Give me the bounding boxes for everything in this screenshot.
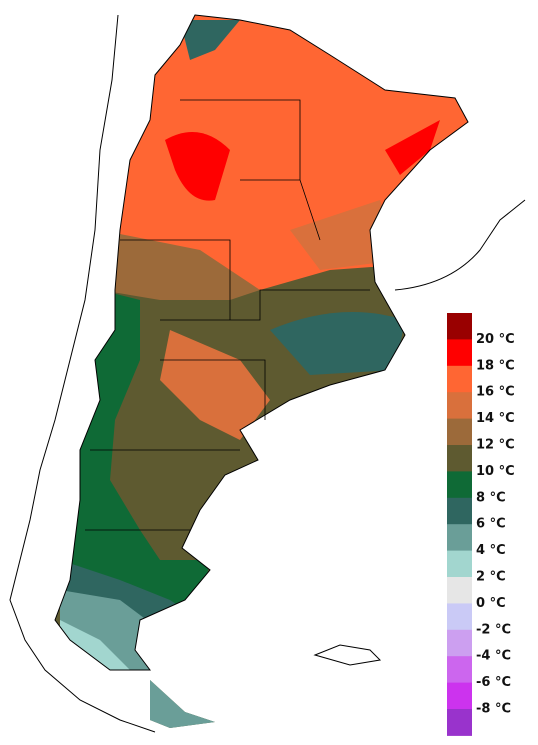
legend-label: 16 °C [476, 385, 515, 400]
legend-label: 20 °C [476, 332, 515, 347]
legend-label: 0 °C [476, 596, 506, 611]
legend-swatch [447, 524, 472, 552]
legend-swatch [447, 497, 472, 525]
legend-swatch [447, 365, 472, 393]
legend-label: -2 °C [476, 622, 511, 637]
legend-swatch [447, 682, 472, 710]
legend-swatch [447, 550, 472, 578]
legend-label: -4 °C [476, 649, 511, 664]
legend-label: 8 °C [476, 490, 506, 505]
legend-swatch [447, 392, 472, 420]
legend-swatch [447, 629, 472, 657]
chile-coast [9, 14, 156, 733]
uruguay-coast [394, 199, 526, 291]
legend-label: 12 °C [476, 438, 515, 453]
province-borders [85, 99, 370, 531]
legend-label: 6 °C [476, 517, 506, 532]
legend-label: 14 °C [476, 411, 515, 426]
legend-swatch [447, 418, 472, 446]
legend-swatch [447, 471, 472, 499]
legend-label: -6 °C [476, 675, 511, 690]
legend-label: -8 °C [476, 702, 511, 717]
legend-swatch [447, 656, 472, 684]
legend-swatch [447, 313, 472, 340]
legend-swatch [447, 603, 472, 631]
legend-swatch [447, 339, 472, 367]
legend-swatch [447, 577, 472, 604]
legend-swatch [447, 709, 472, 736]
country-outline [54, 14, 469, 671]
legend-label: 10 °C [476, 464, 515, 479]
legend-label: 4 °C [476, 543, 506, 558]
legend: 20 °C 18 °C 16 °C 14 °C 12 °C 10 °C 8 °C 6 °C 4 … [447, 313, 515, 736]
islands [313, 644, 382, 666]
legend-swatch [447, 445, 472, 472]
legend-label: 18 °C [476, 358, 515, 373]
legend-label: 2 °C [476, 570, 506, 585]
